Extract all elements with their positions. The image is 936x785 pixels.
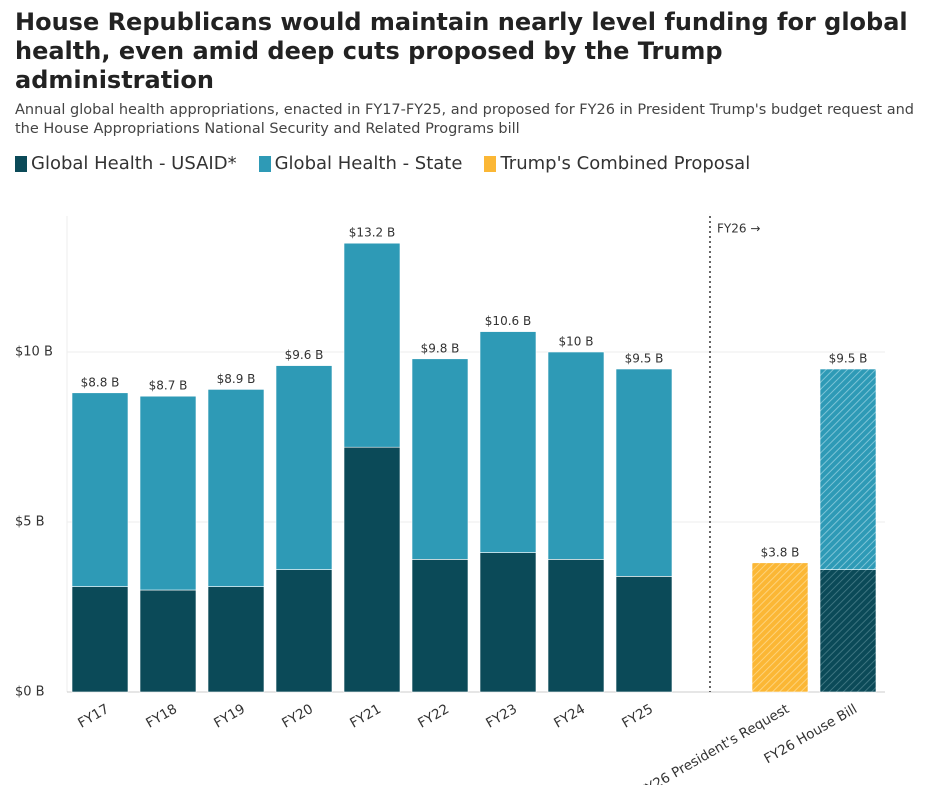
chart-subtitle: Annual global health appropriations, ena… [15,102,914,137]
legend-item: Global Health - State [258,153,463,174]
total-label: $3.8 B [761,545,800,559]
bar-segment [275,569,333,693]
total-label: $8.9 B [217,372,256,386]
bar-segment [615,368,673,577]
legend-swatch [15,155,27,172]
bar-segment [479,331,537,553]
bar-segment [343,242,401,448]
x-tick-label: FY25 [619,701,656,731]
x-tick-label: FY23 [483,701,520,731]
chart-title: House Republicans would maintain nearly … [15,8,908,94]
total-label: $10 B [559,335,594,349]
bar-segment [547,559,605,693]
x-tick-label: FY20 [279,701,316,731]
total-label: $9.8 B [421,341,460,355]
bar-segment [819,569,877,693]
annotation: FY26 → [717,222,760,236]
total-label: $8.7 B [149,379,188,393]
legend-item: Trump's Combined Proposal [484,153,750,174]
total-label: $9.5 B [625,352,664,366]
bar-segment [275,365,333,570]
total-label: $9.6 B [285,348,324,362]
bar-segment [547,351,605,560]
legend-label: Global Health - State [274,153,463,174]
total-label: $10.6 B [485,314,531,328]
legend-swatch [258,155,271,172]
bar-segment [139,395,197,591]
bar-segment [71,392,129,587]
bar-segment [207,586,265,693]
y-tick-label: $10 B [15,345,53,360]
legend-label: Trump's Combined Proposal [500,153,751,174]
x-tick-label: FY26 President's Request [636,701,792,785]
bar-segment [139,589,197,693]
bar-segment [207,389,265,587]
x-tick-label: FY21 [347,701,384,731]
y-tick-label: $5 B [15,515,45,530]
bar-segment [343,446,401,693]
header: House Republicans would maintain nearly … [15,8,915,174]
bar-segment [819,368,877,570]
total-label: $8.8 B [81,375,120,389]
legend-label: Global Health - USAID* [31,153,237,174]
total-label: $9.5 B [829,352,868,366]
legend-swatch [484,155,497,172]
total-label: $13.2 B [349,226,395,240]
x-tick-label: FY22 [415,701,452,731]
bar-segment [751,562,809,693]
bar-segment [411,358,469,560]
x-tick-label: FY17 [75,701,112,731]
x-tick-label: FY24 [551,701,588,731]
bar-segment [411,559,469,693]
bar-segment [479,552,537,693]
legend-item: Global Health - USAID* [15,153,237,174]
x-tick-label: FY19 [211,701,248,731]
bar-segment [615,576,673,693]
bar-segment [71,586,129,693]
y-tick-label: $0 B [15,685,45,700]
x-tick-label: FY18 [143,701,180,731]
legend: Global Health - USAID* Global Health - St… [15,153,915,174]
